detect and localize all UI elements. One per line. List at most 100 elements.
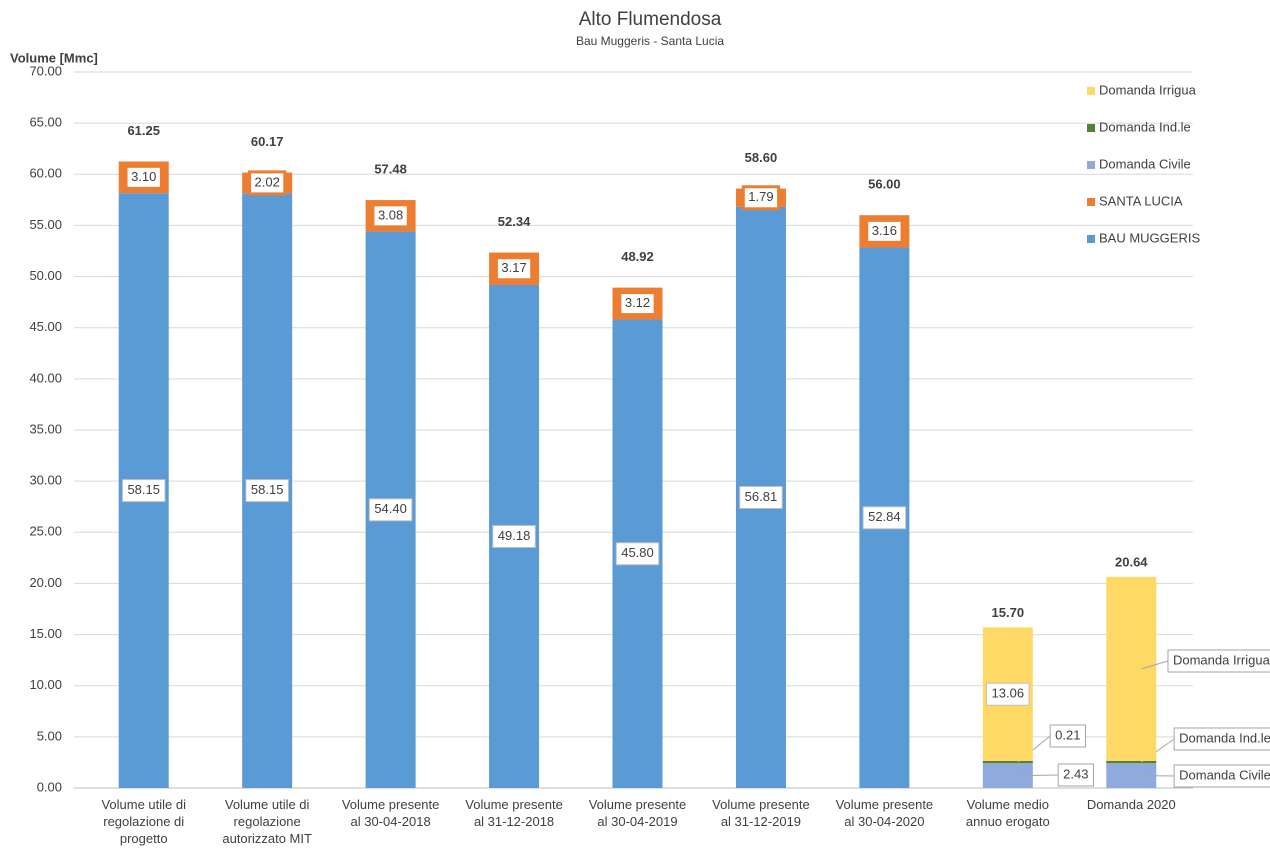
data-label: 3.08 [371,203,410,229]
y-tick-label: 25.00 [29,524,62,539]
x-tick-label: Volume utile di regolazione autorizzato MI… [222,797,312,846]
bar-segment [1106,760,1157,764]
data-label: Domanda Civile; 2.43 [1141,764,1270,788]
data-label-text: 56.81 [745,489,778,504]
data-label: Domanda Ind.le; 0.21 [1140,727,1270,763]
total-label: 15.70 [992,605,1025,620]
data-label-box [618,291,657,317]
data-label-box [371,203,410,229]
data-label: 54.40 [368,498,413,522]
x-tick-label: Volume presente al 31-12-2018 [465,797,563,829]
data-label: 3.12 [618,291,657,317]
data-label-text: 58.15 [127,482,160,497]
chart-subtitle: Bau Muggeris - Santa Lucia [576,34,724,48]
data-label: 13.06 [986,682,1030,706]
leader-line [1141,660,1169,670]
data-label-box [865,218,904,244]
data-label-box [741,185,781,211]
legend-swatch [1087,124,1095,132]
y-tick-label: 65.00 [29,115,62,130]
chart-title: Alto Flumendosa [579,9,722,30]
legend-label: Domanda Civile [1099,156,1191,171]
data-label-box [121,479,166,503]
data-label-text: 3.08 [378,207,403,222]
x-tick-label: Volume presente al 30-04-2018 [342,797,440,829]
y-tick-label: 40.00 [29,370,62,385]
legend-label: BAU MUGGERIS [1099,230,1200,245]
y-axis-title: Volume [Mmc] [10,50,98,65]
data-label-text: 3.10 [131,169,156,184]
legend-label: Domanda Ind.le [1099,119,1191,134]
data-label-text: 52.84 [868,509,901,524]
data-label-text: 1.79 [748,189,773,204]
leader-line [1017,774,1059,777]
total-label: 57.48 [374,161,407,176]
data-label: 52.84 [862,506,907,530]
data-label-text: 54.40 [374,501,407,516]
data-label-box [124,164,163,190]
x-tick-label: Domanda 2020 [1087,797,1176,812]
y-tick-label: 20.00 [29,575,62,590]
total-label: 52.34 [498,214,531,229]
data-label-text: Domanda Civile; 2.43 [1179,767,1270,782]
y-tick-label: 10.00 [29,677,62,692]
data-label-box [248,170,287,196]
legend-swatch [1087,87,1095,95]
legend-label: SANTA LUCIA [1099,193,1183,208]
y-tick-label: 5.00 [37,728,62,743]
total-label: 61.25 [127,123,160,138]
total-label: 56.00 [868,177,901,192]
data-label: 1.79 [741,185,781,211]
y-tick-label: 35.00 [29,421,62,436]
legend-swatch [1087,235,1095,243]
data-label-box [245,479,289,503]
data-label: Domanda Irrigua; 18.00 [1141,649,1270,673]
total-label: 20.64 [1115,554,1148,569]
legend-label: Domanda Irrigua [1099,82,1197,97]
total-label: 48.92 [621,249,654,264]
data-label-text: 3.16 [872,223,897,238]
x-tick-label: Volume presente al 31-12-2019 [712,797,810,829]
legend-swatch [1087,161,1095,169]
data-label: 58.15 [121,479,166,503]
y-tick-label: 30.00 [29,473,62,488]
data-label-box [368,498,413,522]
y-tick-label: 60.00 [29,166,62,181]
data-label-text: 58.15 [251,482,284,497]
data-label: 58.15 [245,479,289,503]
data-label: 2.02 [248,170,287,196]
data-label-box [739,485,783,509]
data-label-text: Domanda Ind.le; 0.21 [1179,730,1270,745]
data-label-text: 2.43 [1063,766,1088,781]
data-label: 2.43 [1017,763,1094,787]
x-tick-label: Volume utile di regolazione di progetto [101,797,186,846]
data-label: 49.18 [492,524,536,548]
bar-segment [1106,576,1157,761]
y-tick-label: 45.00 [29,319,62,334]
x-tick-label: Volume medio annuo erogato [966,797,1050,829]
data-label: 56.81 [739,485,783,509]
data-label: 45.80 [615,542,660,566]
data-label-box [494,256,534,282]
data-label: 3.17 [494,256,534,282]
data-label-text: 49.18 [498,528,531,543]
data-label-text: 3.12 [625,295,650,310]
data-label-text: 2.02 [255,174,280,189]
x-tick-label: Volume presente al 30-04-2020 [836,797,934,829]
bar-segment [982,760,1033,764]
y-tick-label: 55.00 [29,217,62,232]
data-label-box [862,506,907,530]
total-label: 60.17 [251,134,284,149]
y-tick-label: 0.00 [37,779,62,794]
y-tick-label: 70.00 [29,63,62,78]
data-label-box [986,682,1030,706]
data-label-text: 45.80 [621,545,654,560]
data-label: 3.10 [124,164,163,190]
data-label-text: 0.21 [1055,727,1080,742]
y-tick-label: 50.00 [29,268,62,283]
data-label: 3.16 [865,218,904,244]
x-tick-label: Volume presente al 30-04-2019 [589,797,687,829]
total-label: 58.60 [745,150,778,165]
